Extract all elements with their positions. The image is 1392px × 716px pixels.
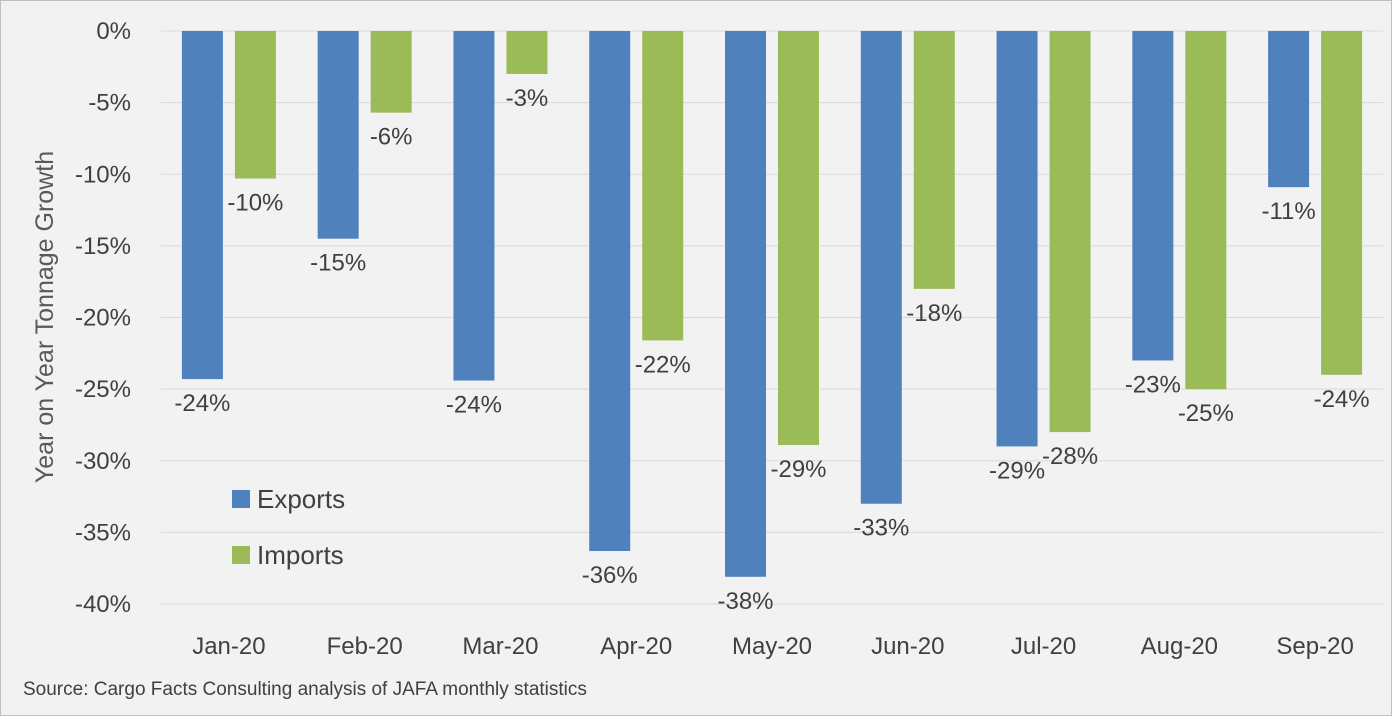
exports-bar bbox=[181, 31, 223, 380]
imports-bar bbox=[1321, 31, 1363, 375]
imports-data-label: -18% bbox=[906, 300, 962, 327]
imports-data-label: -3% bbox=[506, 85, 549, 112]
exports-bar bbox=[1268, 31, 1310, 188]
y-axis-ticks: 0% -5% -10% -15% -20% -25% -30% -35% -40% bbox=[75, 18, 131, 618]
y-tick-label: -25% bbox=[75, 376, 131, 403]
x-tick-label: Jun-20 bbox=[871, 633, 944, 660]
y-tick-label: -5% bbox=[88, 90, 131, 117]
imports-data-label: -10% bbox=[227, 190, 283, 217]
x-tick-label: Jan-20 bbox=[192, 633, 265, 660]
bars bbox=[181, 31, 1363, 577]
exports-bar bbox=[453, 31, 495, 381]
x-tick-label: May-20 bbox=[732, 633, 812, 660]
legend: Exports Imports bbox=[232, 484, 345, 570]
imports-legend-label: Imports bbox=[257, 540, 344, 570]
exports-legend-label: Exports bbox=[257, 484, 345, 514]
imports-bar bbox=[506, 31, 548, 74]
data-labels: -24% -10% -15% -6% -24% -3% -36% -22% -38% -29% -3… bbox=[174, 85, 1369, 615]
y-axis-label: Year on Year Tonnage Growth bbox=[31, 151, 59, 483]
exports-data-label: -24% bbox=[174, 390, 230, 417]
imports-bar bbox=[642, 31, 684, 341]
imports-bar bbox=[1185, 31, 1227, 390]
imports-legend-swatch bbox=[232, 546, 250, 564]
exports-data-label: -36% bbox=[582, 562, 638, 589]
imports-bar bbox=[778, 31, 819, 445]
exports-data-label: -38% bbox=[717, 588, 773, 615]
exports-legend-swatch bbox=[232, 490, 250, 508]
y-tick-label: -10% bbox=[75, 161, 131, 188]
exports-data-label: -24% bbox=[446, 392, 502, 419]
imports-bar bbox=[370, 31, 412, 113]
exports-bar bbox=[860, 31, 902, 504]
imports-data-label: -24% bbox=[1314, 386, 1370, 413]
imports-data-label: -25% bbox=[1178, 400, 1234, 427]
imports-bar bbox=[234, 31, 276, 179]
exports-data-label: -29% bbox=[989, 457, 1045, 484]
x-tick-label: Sep-20 bbox=[1276, 633, 1353, 660]
exports-bar bbox=[317, 31, 359, 239]
y-tick-label: -15% bbox=[75, 233, 131, 260]
x-tick-label: Feb-20 bbox=[327, 633, 403, 660]
y-tick-label: -35% bbox=[75, 519, 131, 546]
x-tick-label: Jul-20 bbox=[1011, 633, 1076, 660]
exports-bar bbox=[725, 31, 766, 577]
imports-data-label: -29% bbox=[770, 456, 826, 483]
exports-data-label: -11% bbox=[1261, 198, 1315, 225]
y-tick-label: -20% bbox=[75, 305, 131, 332]
x-axis-ticks: Jan-20 Feb-20 Mar-20 Apr-20 May-20 Jun-20 Jul-… bbox=[192, 633, 1354, 660]
y-tick-label: -30% bbox=[75, 448, 131, 475]
x-tick-label: Mar-20 bbox=[462, 633, 538, 660]
imports-data-label: -22% bbox=[635, 351, 691, 378]
y-tick-label: -40% bbox=[75, 591, 131, 618]
imports-data-label: -28% bbox=[1042, 443, 1098, 470]
imports-bar bbox=[1049, 31, 1091, 433]
exports-bar bbox=[589, 31, 631, 551]
imports-data-label: -6% bbox=[370, 124, 413, 151]
gridlines bbox=[161, 30, 1383, 605]
exports-data-label: -23% bbox=[1125, 371, 1181, 398]
x-tick-label: Apr-20 bbox=[600, 633, 672, 660]
x-tick-label: Aug-20 bbox=[1141, 633, 1218, 660]
exports-bar bbox=[1132, 31, 1174, 361]
exports-data-label: -33% bbox=[853, 515, 909, 542]
y-tick-label: 0% bbox=[96, 18, 131, 45]
exports-bar bbox=[996, 31, 1038, 447]
exports-data-label: -15% bbox=[310, 250, 366, 277]
source-note: Source: Cargo Facts Consulting analysis … bbox=[23, 679, 587, 700]
imports-bar bbox=[913, 31, 955, 289]
